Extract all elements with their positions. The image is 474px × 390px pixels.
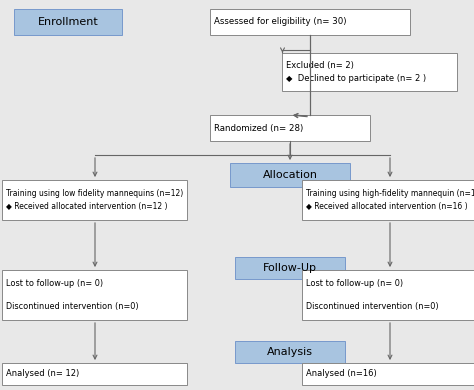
FancyBboxPatch shape <box>2 180 188 220</box>
FancyBboxPatch shape <box>302 180 474 220</box>
FancyBboxPatch shape <box>14 9 122 35</box>
Text: Analysis: Analysis <box>267 347 313 357</box>
FancyBboxPatch shape <box>235 257 345 279</box>
Text: Follow-Up: Follow-Up <box>263 263 317 273</box>
FancyBboxPatch shape <box>210 9 410 35</box>
FancyBboxPatch shape <box>2 270 188 320</box>
Text: Training using low fidelity mannequins (n=12)
◆ Received allocated intervention : Training using low fidelity mannequins (… <box>7 189 184 211</box>
Text: Randomized (n= 28): Randomized (n= 28) <box>214 124 303 133</box>
Text: Analysed (n=16): Analysed (n=16) <box>307 369 377 379</box>
Text: Assessed for eligibility (n= 30): Assessed for eligibility (n= 30) <box>214 18 346 27</box>
FancyBboxPatch shape <box>302 270 474 320</box>
FancyBboxPatch shape <box>283 53 457 91</box>
Text: Lost to follow-up (n= 0)

Discontinued intervention (n=0): Lost to follow-up (n= 0) Discontinued in… <box>307 279 439 311</box>
FancyBboxPatch shape <box>235 341 345 363</box>
Text: Analysed (n= 12): Analysed (n= 12) <box>7 369 80 379</box>
FancyBboxPatch shape <box>230 163 350 187</box>
Text: Lost to follow-up (n= 0)

Discontinued intervention (n=0): Lost to follow-up (n= 0) Discontinued in… <box>7 279 139 311</box>
FancyBboxPatch shape <box>210 115 370 141</box>
FancyBboxPatch shape <box>302 363 474 385</box>
Text: Enrollment: Enrollment <box>37 17 99 27</box>
Text: Excluded (n= 2)
◆  Declined to participate (n= 2 ): Excluded (n= 2) ◆ Declined to participat… <box>286 61 427 83</box>
Text: Allocation: Allocation <box>263 170 318 180</box>
FancyBboxPatch shape <box>2 363 188 385</box>
Text: Training using high-fidelity mannequin (n=16)
◆ Received allocated intervention : Training using high-fidelity mannequin (… <box>307 189 474 211</box>
